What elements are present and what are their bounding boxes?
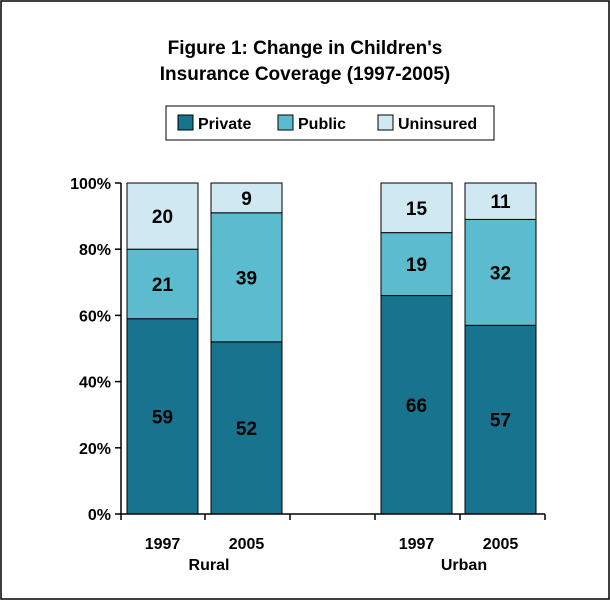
bar-private-0 (126, 318, 199, 515)
data-label-private-2: 66 (406, 396, 427, 417)
data-label-uninsured-1: 9 (241, 189, 252, 210)
bar-private-3 (464, 324, 537, 515)
x-tick-label-3: 2005 (483, 536, 519, 553)
legend-label-private: Private (198, 116, 251, 133)
y-tick-label: 0% (88, 507, 111, 524)
bar-uninsured-0 (126, 182, 199, 250)
x-tick-label-1: 2005 (229, 536, 265, 553)
data-label-uninsured-2: 15 (406, 199, 428, 220)
legend-swatch-private (177, 114, 194, 131)
x-tick-label-2: 1997 (399, 536, 435, 553)
data-label-private-1: 52 (236, 419, 257, 440)
data-label-public-1: 39 (236, 268, 257, 289)
data-label-uninsured-0: 20 (152, 207, 173, 228)
bar-uninsured-2 (380, 182, 453, 234)
legend-swatch-public (277, 114, 294, 131)
group-label-rural: Rural (189, 557, 230, 574)
y-tick-label: 20% (79, 441, 111, 458)
bar-public-1 (210, 212, 283, 343)
bar-public-3 (464, 218, 537, 326)
y-tick-label: 100% (70, 176, 111, 193)
x-axis: 1997 2005 1997 2005 Rural Urban (120, 513, 546, 574)
chart-title-line-2: Insurance Coverage (1997-2005) (160, 64, 450, 85)
y-tick-label: 80% (79, 242, 111, 259)
bar-private-1 (210, 341, 283, 515)
data-label-uninsured-3: 11 (490, 192, 511, 213)
legend-box (165, 105, 495, 141)
bar-uninsured-3 (464, 182, 537, 220)
legend-swatch-uninsured (377, 114, 394, 131)
bar-public-0 (126, 248, 199, 320)
data-label-public-0: 21 (152, 275, 174, 296)
data-label-public-2: 19 (406, 255, 427, 276)
data-label-private-0: 59 (152, 407, 173, 428)
legend-label-public: Public (298, 116, 346, 133)
group-label-urban: Urban (441, 557, 487, 574)
x-tick-label-0: 1997 (145, 536, 181, 553)
y-axis: 0% 20% 40% 60% 80% 100% (70, 176, 122, 524)
bar-private-2 (380, 295, 453, 515)
y-tick-label: 40% (79, 375, 111, 392)
bars: 59 21 20 52 39 9 66 19 15 57 32 11 (126, 182, 537, 515)
bar-uninsured-1 (210, 182, 283, 214)
legend-label-uninsured: Uninsured (398, 116, 477, 133)
legend: Private Public Uninsured (177, 114, 477, 133)
data-label-private-3: 57 (490, 411, 511, 432)
chart-title-line-1: Figure 1: Change in Children's (168, 38, 443, 59)
y-tick-label: 60% (79, 308, 111, 325)
data-label-public-3: 32 (490, 263, 511, 284)
